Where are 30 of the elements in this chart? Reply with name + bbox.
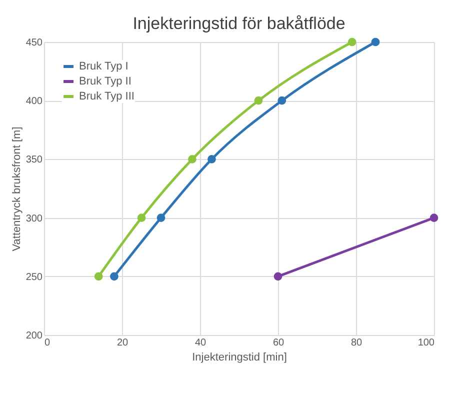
y-tick-label: 350 — [26, 154, 43, 166]
x-tick-label: 100 — [418, 338, 435, 348]
y-tick-label: 250 — [26, 272, 43, 283]
legend-label: Bruk Typ I — [79, 60, 128, 72]
y-tick-label: 450 — [26, 38, 43, 48]
point — [110, 272, 118, 281]
point — [156, 214, 166, 222]
point — [278, 96, 286, 105]
point — [274, 272, 282, 281]
point — [208, 155, 216, 164]
x-axis-title: Injekteringstid [min] — [192, 352, 287, 364]
point — [371, 38, 380, 46]
x-tick-label: 0 — [44, 338, 50, 348]
x-tick-label: 40 — [194, 338, 206, 348]
x-tick-label: 20 — [116, 338, 128, 348]
point — [137, 214, 146, 222]
y-tick-label: 300 — [26, 213, 43, 224]
point — [254, 96, 263, 105]
y-axis-title: Vattentryck bruksfront [m] — [10, 126, 23, 252]
x-tick-label: 60 — [272, 338, 284, 348]
point — [348, 38, 356, 46]
x-tick-label: 80 — [350, 338, 362, 348]
point — [430, 214, 438, 222]
legend-label: Bruk Typ III — [79, 90, 134, 102]
y-tick-label: 400 — [26, 96, 43, 108]
chart-title: Injekteringstid för bakåtflöde — [132, 14, 346, 33]
y-tick-label: 200 — [26, 330, 43, 342]
point — [188, 155, 196, 164]
point — [94, 272, 103, 281]
legend-label: Bruk Typ II — [79, 76, 132, 88]
